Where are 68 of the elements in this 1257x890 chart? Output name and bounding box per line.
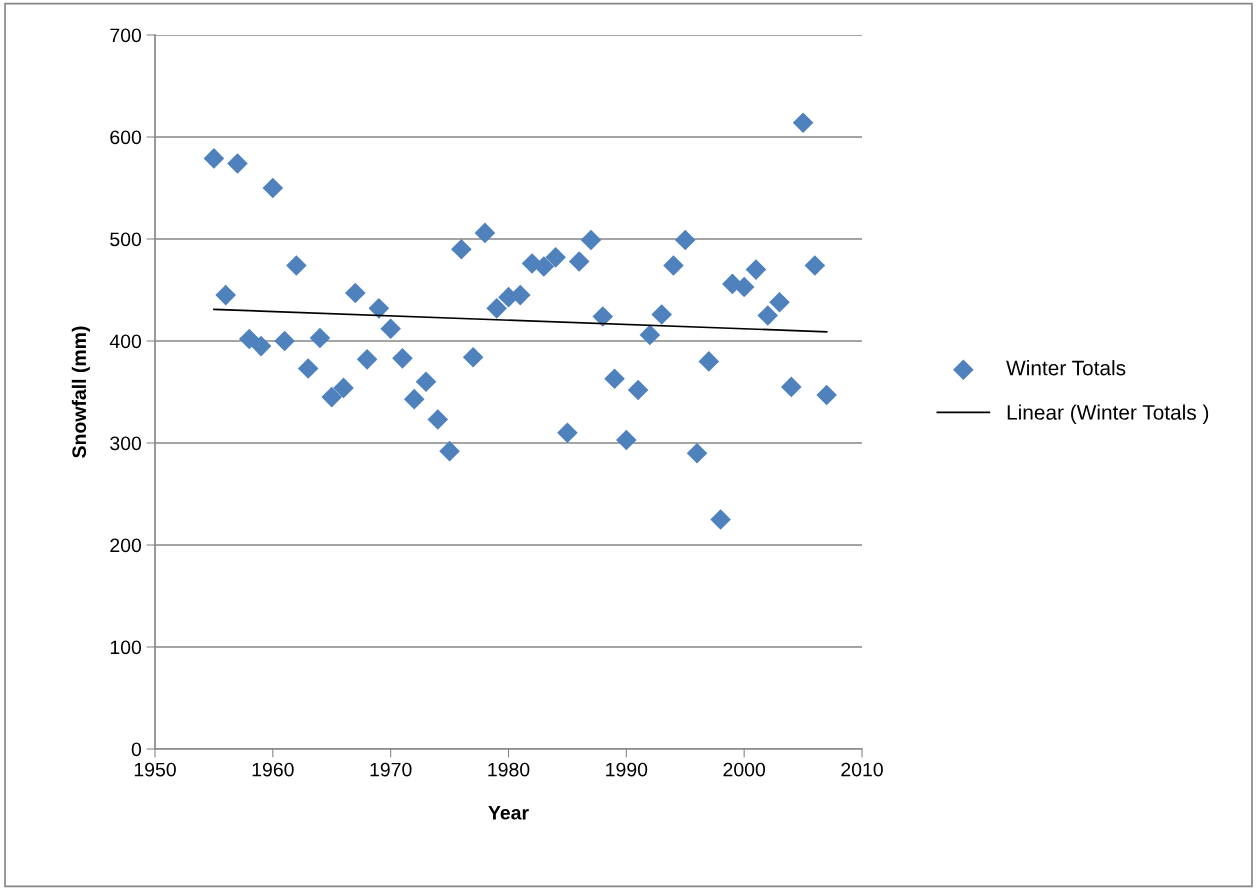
point [474, 222, 496, 244]
y-tick-label: 600 [110, 130, 142, 145]
point [733, 276, 755, 298]
point [592, 306, 614, 327]
point [297, 358, 319, 379]
point [816, 384, 837, 406]
point [462, 347, 484, 368]
y-tick-label: 400 [109, 334, 142, 349]
x-tick-label: 1950 [134, 762, 176, 777]
point [203, 148, 225, 169]
point [698, 351, 720, 372]
point [745, 259, 767, 280]
point [580, 229, 602, 251]
point [568, 251, 590, 272]
x-tick-label: 1990 [606, 762, 648, 777]
point [250, 335, 272, 357]
x-tick-label: 2010 [841, 762, 883, 777]
point [781, 376, 802, 398]
point [333, 377, 354, 399]
y-tick-label: 200 [110, 538, 142, 553]
point [557, 422, 578, 444]
point [674, 229, 696, 251]
point [710, 509, 731, 530]
y-axis-title: Snowfall (mm) [71, 326, 90, 458]
point [403, 388, 425, 410]
legend-label: Winter Totals [1006, 360, 1126, 376]
point [533, 256, 555, 277]
point [356, 349, 378, 370]
point [792, 112, 814, 134]
point [757, 305, 779, 326]
point [604, 368, 625, 390]
point [545, 247, 566, 268]
point [262, 177, 284, 199]
point [321, 386, 343, 408]
x-tick-label: 1980 [488, 762, 530, 777]
x-tick-label: 1970 [370, 762, 412, 777]
point [427, 409, 449, 430]
x-tick-label: 1960 [252, 762, 294, 777]
point [663, 255, 684, 276]
point [451, 238, 472, 260]
point [238, 328, 260, 350]
point [639, 324, 661, 346]
point [274, 330, 295, 352]
point [215, 284, 236, 306]
y-tick-label: 0 [131, 742, 142, 757]
point [769, 291, 790, 313]
point [227, 153, 248, 174]
point [616, 429, 637, 451]
x-axis-title: Year [488, 806, 529, 820]
point [686, 442, 708, 464]
point [345, 282, 366, 304]
point [286, 255, 307, 276]
y-tick-label: 100 [110, 640, 142, 655]
x-tick-label: 2000 [723, 762, 766, 777]
y-tick-label: 300 [110, 436, 142, 451]
legend-label: Linear (Winter Totals ) [1007, 404, 1209, 424]
point [309, 327, 331, 349]
point [627, 379, 649, 401]
y-tick-label: 500 [110, 232, 142, 247]
point [486, 298, 508, 319]
point [380, 318, 401, 340]
y-tick-label: 700 [110, 28, 142, 43]
point [415, 371, 437, 393]
point [804, 255, 826, 276]
point [651, 304, 672, 325]
point [368, 298, 390, 319]
point [392, 348, 413, 369]
point [439, 440, 460, 462]
